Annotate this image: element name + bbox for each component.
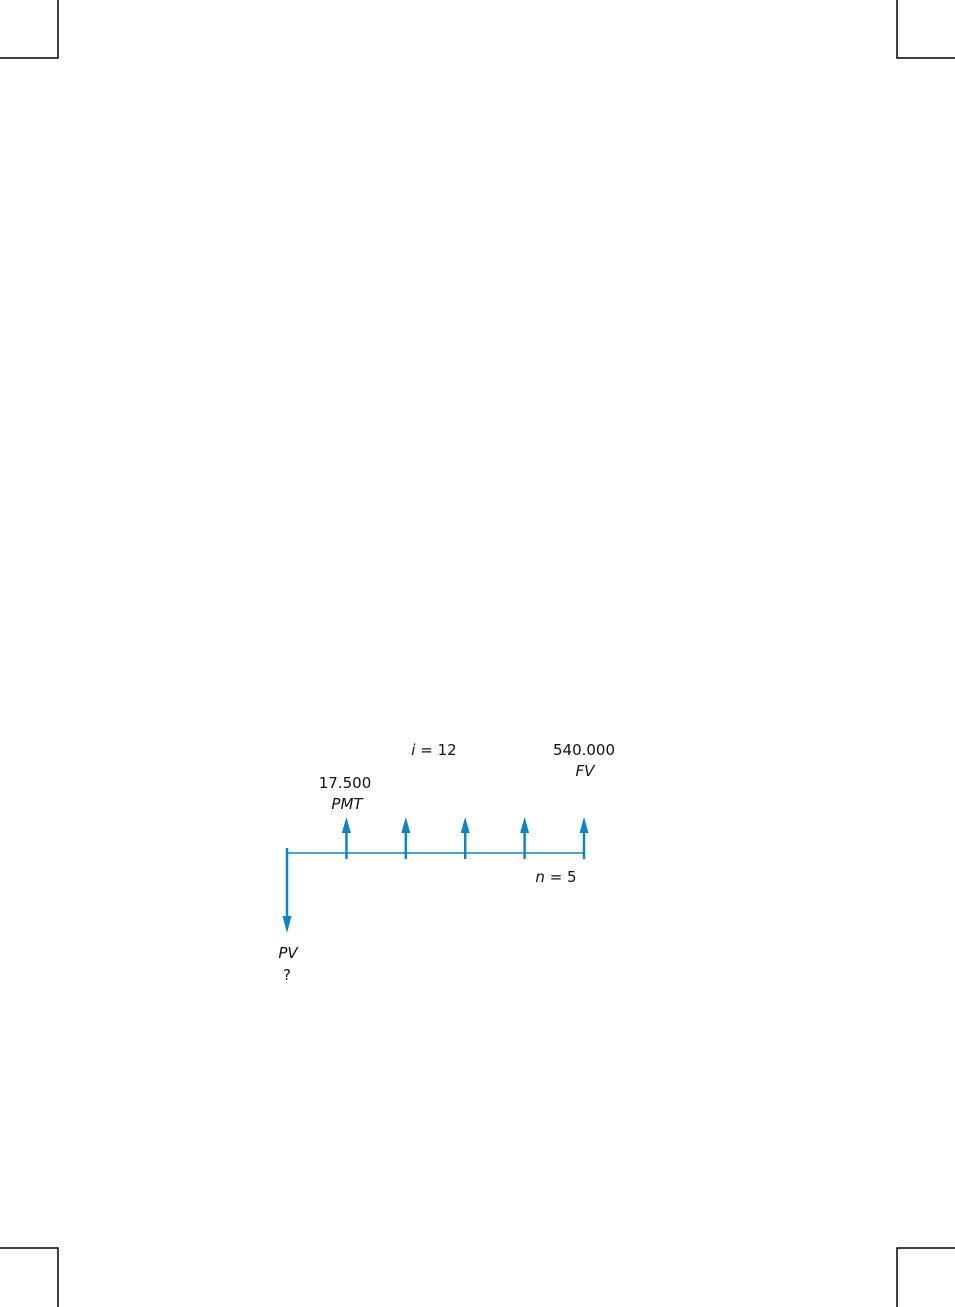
interest-label: i = 12 (411, 741, 456, 759)
cash-flows (282, 817, 589, 933)
pv-amount: ? (283, 966, 291, 984)
crop-mark-top-right (896, 0, 955, 59)
pmt-arrow-head-3 (460, 817, 470, 833)
pmt-arrow-head-5 (579, 817, 589, 833)
pv-arrow-head (282, 916, 292, 933)
crop-mark-top-left (0, 0, 59, 59)
crop-mark-bottom-left (0, 1247, 59, 1307)
fv-amount: 540.000 (552, 741, 616, 759)
periods-symbol: n (535, 868, 545, 886)
interest-value: = 12 (420, 741, 457, 759)
pv-label: PV (278, 944, 298, 962)
pmt-arrow-head-4 (520, 817, 530, 833)
pmt-amount: 17.500 (318, 774, 372, 792)
pmt-arrow-head-2 (401, 817, 411, 833)
pmt-label: PMT (331, 795, 363, 813)
periods-label: n = 5 (535, 868, 576, 886)
fv-label: FV (575, 762, 595, 780)
pmt-arrow-head-1 (341, 817, 351, 833)
periods-value: = 5 (549, 868, 577, 886)
crop-mark-bottom-right (896, 1247, 955, 1307)
interest-symbol: i (411, 741, 416, 759)
